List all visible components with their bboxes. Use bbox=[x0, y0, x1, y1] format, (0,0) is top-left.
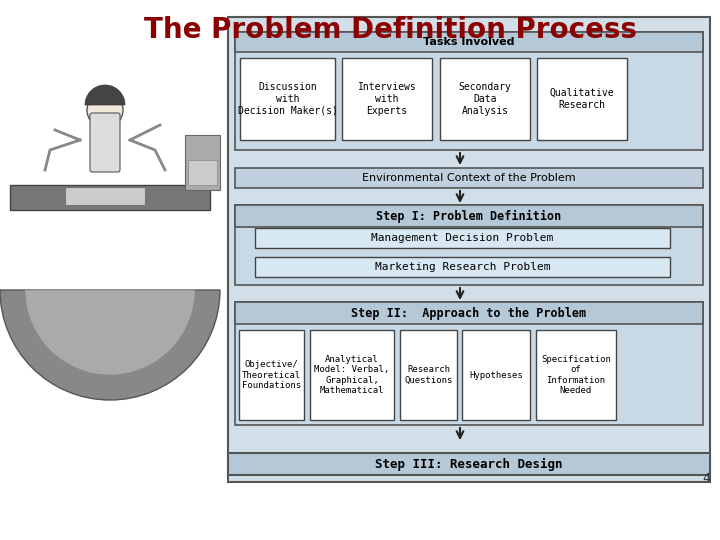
Bar bbox=[228, 17, 710, 482]
Bar bbox=[235, 168, 703, 188]
Wedge shape bbox=[0, 290, 220, 400]
Bar bbox=[65, 187, 145, 205]
Bar bbox=[235, 205, 703, 285]
Circle shape bbox=[87, 92, 123, 128]
Bar bbox=[440, 58, 530, 140]
Wedge shape bbox=[85, 85, 125, 105]
Text: Management Decision Problem: Management Decision Problem bbox=[372, 233, 554, 243]
Text: Step II:  Approach to the Problem: Step II: Approach to the Problem bbox=[351, 307, 587, 320]
Wedge shape bbox=[25, 290, 195, 375]
Text: 4: 4 bbox=[702, 471, 710, 484]
Text: Objective/
Theoretical
Foundations: Objective/ Theoretical Foundations bbox=[242, 360, 301, 390]
Bar bbox=[235, 32, 703, 52]
Bar bbox=[10, 185, 210, 210]
Text: Tasks Involved: Tasks Involved bbox=[423, 37, 515, 47]
FancyBboxPatch shape bbox=[90, 113, 120, 172]
Bar bbox=[188, 160, 217, 185]
Bar bbox=[228, 453, 710, 475]
Bar bbox=[536, 330, 616, 420]
Bar bbox=[342, 58, 432, 140]
Text: Specification
of
Information
Needed: Specification of Information Needed bbox=[541, 355, 611, 395]
Bar bbox=[239, 330, 304, 420]
Bar bbox=[240, 58, 335, 140]
Text: Step III: Research Design: Step III: Research Design bbox=[375, 457, 563, 470]
Bar bbox=[235, 302, 703, 425]
Bar bbox=[400, 330, 457, 420]
Bar bbox=[235, 302, 703, 324]
Text: Secondary
Data
Analysis: Secondary Data Analysis bbox=[459, 83, 511, 116]
Bar bbox=[255, 257, 670, 277]
Bar bbox=[185, 135, 220, 190]
Text: Hypotheses: Hypotheses bbox=[469, 370, 523, 380]
Text: Marketing Research Problem: Marketing Research Problem bbox=[374, 262, 550, 272]
Bar bbox=[310, 330, 394, 420]
Text: Discussion
with
Decision Maker(s): Discussion with Decision Maker(s) bbox=[238, 83, 338, 116]
Text: Qualitative
Research: Qualitative Research bbox=[549, 88, 614, 110]
Text: The Problem Definition Process: The Problem Definition Process bbox=[143, 16, 636, 44]
Text: Research
Questions: Research Questions bbox=[405, 365, 453, 384]
Bar bbox=[462, 330, 530, 420]
Text: Environmental Context of the Problem: Environmental Context of the Problem bbox=[362, 173, 576, 183]
Bar bbox=[235, 205, 703, 227]
Text: Step I: Problem Definition: Step I: Problem Definition bbox=[377, 210, 562, 222]
Text: Interviews
with
Experts: Interviews with Experts bbox=[358, 83, 416, 116]
Text: Analytical
Model: Verbal,
Graphical,
Mathematical: Analytical Model: Verbal, Graphical, Mat… bbox=[315, 355, 390, 395]
Bar bbox=[235, 32, 703, 150]
Bar bbox=[255, 228, 670, 248]
Bar bbox=[537, 58, 627, 140]
